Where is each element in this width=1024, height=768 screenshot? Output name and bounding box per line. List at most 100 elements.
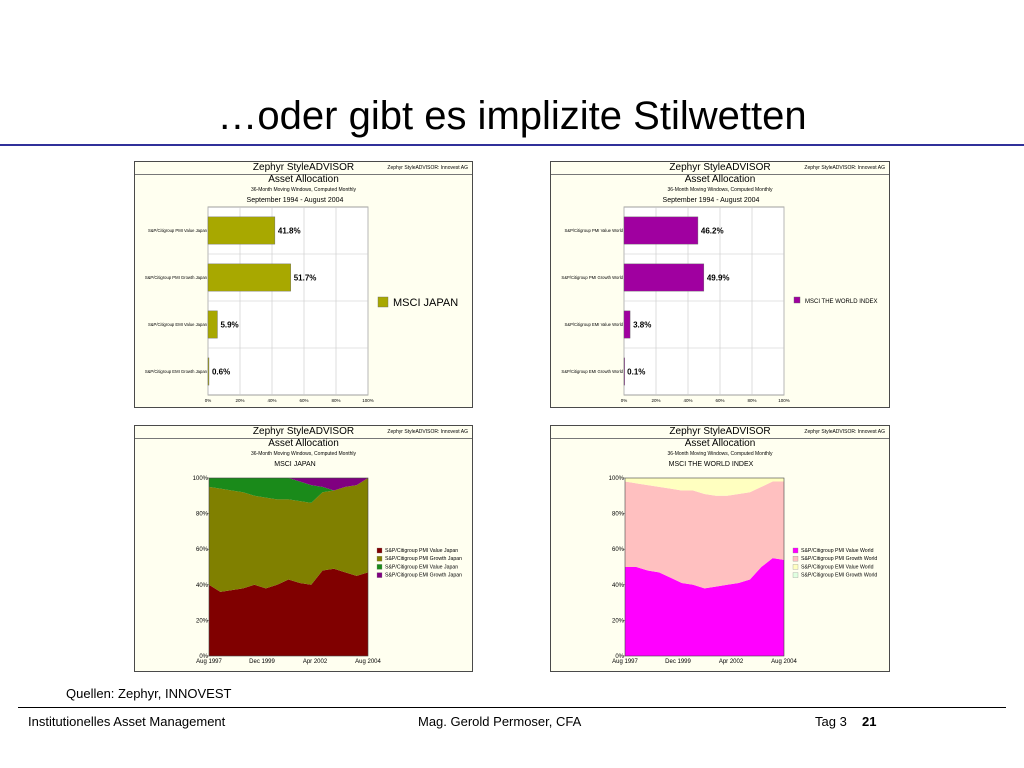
category-label: S&P/Citigroup PMI Value Japan — [148, 228, 208, 233]
area-series — [625, 481, 784, 589]
slide-title: …oder gibt es implizite Stilwetten — [217, 94, 807, 138]
panel-period: September 1994 - August 2004 — [662, 197, 760, 204]
panel-tag: Zephyr StyleADVISOR: Innovest AG — [387, 429, 468, 435]
legend-label: S&P/Citigroup PMI Growth Japan — [385, 556, 462, 562]
data-label: 49.9% — [707, 274, 730, 283]
bar-chart-japan: 0% 20% 40% 60% 80% 100% S&P/Citigroup PMI Valu… — [145, 206, 458, 403]
y-tick-label: 60% — [612, 547, 625, 553]
x-tick-label: 100% — [778, 398, 790, 403]
panel-subtitle: 36-Month Moving Windows, Computed Monthl… — [250, 451, 357, 457]
x-tick-label: 20% — [651, 398, 660, 403]
x-tick-label: 40% — [267, 398, 276, 403]
panel-tag: Zephyr StyleADVISOR: Innovest AG — [804, 165, 885, 171]
x-tick-label: Aug 1997 — [196, 659, 222, 665]
bar — [207, 310, 218, 339]
panel-header: Zephyr StyleADVISOR Zephyr StyleADVISOR:… — [551, 162, 889, 175]
y-tick-label: 100% — [193, 476, 209, 482]
category-label: S&P/Citigroup EMI Value Japan — [148, 322, 208, 327]
area-series — [209, 478, 368, 503]
x-tick-label: 60% — [299, 398, 308, 403]
panel-subtitle: 36-Month Moving Windows, Computed Monthl… — [250, 187, 357, 193]
y-tick-label: 60% — [196, 547, 209, 553]
bar — [207, 263, 291, 292]
panel-tag: Zephyr StyleADVISOR: Innovest AG — [804, 429, 885, 435]
data-label: 51.7% — [294, 274, 317, 283]
footer-course: Institutionelles Asset Management — [28, 714, 226, 729]
bar — [623, 357, 625, 386]
chart-panel-japan-bar: Zephyr StyleADVISOR Zephyr StyleADVISOR:… — [134, 161, 473, 408]
area-series — [625, 558, 784, 656]
footer-author: Mag. Gerold Permoser, CFA — [418, 714, 582, 729]
data-label: 3.8% — [633, 321, 651, 330]
x-tick-label: Dec 1999 — [249, 659, 275, 665]
area-series — [209, 478, 368, 491]
y-tick-label: 40% — [196, 583, 209, 589]
panel-title: Asset Allocation — [684, 174, 756, 185]
data-label: 0.1% — [627, 368, 645, 377]
x-tick-label: 80% — [331, 398, 340, 403]
footer-page-number: 21 — [862, 714, 877, 729]
x-tick-label: Aug 1997 — [612, 659, 638, 665]
bar — [207, 216, 276, 245]
footer-divider — [18, 707, 1006, 708]
data-label: 0.6% — [212, 368, 230, 377]
y-tick-label: 0% — [615, 654, 624, 660]
legend-swatch — [376, 556, 383, 562]
legend-swatch — [376, 572, 383, 578]
y-tick-label: 20% — [612, 618, 625, 624]
x-tick-label: 40% — [683, 398, 692, 403]
area-series — [625, 478, 784, 496]
bar-chart-world: 0% 20% 40% 60% 80% 100% S&P/Citigroup PMI Valu… — [561, 206, 878, 403]
panel-subtitle: 36-Month Moving Windows, Computed Monthl… — [667, 187, 773, 193]
panel-tag: Zephyr StyleADVISOR: Innovest AG — [387, 165, 468, 171]
x-tick-label: 60% — [715, 398, 724, 403]
legend-swatch — [792, 556, 799, 562]
legend-label: S&P/Citigroup PMI Growth World — [801, 556, 877, 562]
legend-label: S&P/Citigroup PMI Value World — [801, 548, 874, 554]
chart-panel-japan-area: Zephyr StyleADVISOR Zephyr StyleADVISOR:… — [134, 425, 473, 672]
x-tick-label: 80% — [747, 398, 756, 403]
plot-frame — [624, 477, 785, 657]
panel-header: Zephyr StyleADVISOR Zephyr StyleADVISOR:… — [135, 426, 472, 439]
legend-swatch — [377, 296, 389, 308]
x-tick-label: 20% — [235, 398, 244, 403]
category-label: S&P/Citigroup PMI Growth World — [561, 275, 623, 280]
panel-subtitle: 36-Month Moving Windows, Computed Monthl… — [667, 451, 773, 457]
category-label: S&P/Citigroup EMI Value World — [565, 322, 624, 327]
x-tick-label: Aug 2004 — [355, 659, 381, 665]
x-tick-label: Apr 2002 — [719, 659, 744, 665]
title-divider — [0, 144, 1024, 146]
y-tick-label: 20% — [196, 618, 209, 624]
bar — [623, 216, 699, 245]
y-tick-label: 0% — [199, 654, 208, 660]
x-tick-label: 0% — [621, 398, 628, 403]
data-label: 46.2% — [701, 227, 724, 236]
category-label: S&P/Citigroup EMI Growth World — [561, 369, 623, 374]
area-chart-world: 0% 20% 40% 60% 80% 100% Aug 1997 Dec 1999 Apr 20… — [609, 476, 878, 665]
category-label: S&P/Citigroup PMI Value World — [565, 228, 624, 233]
legend-swatch — [792, 547, 799, 554]
legend-swatch — [376, 564, 383, 570]
panel-title: Asset Allocation — [268, 438, 339, 449]
panel-period: September 1994 - August 2004 — [246, 197, 344, 204]
y-tick-label: 40% — [612, 583, 625, 589]
chart-panel-world-area: Zephyr StyleADVISOR Zephyr StyleADVISOR:… — [550, 425, 890, 672]
panel-period: MSCI JAPAN — [274, 461, 316, 468]
panel-title: Asset Allocation — [268, 174, 339, 185]
panel-period: MSCI THE WORLD INDEX — [668, 461, 754, 468]
x-tick-label: Dec 1999 — [665, 659, 691, 665]
x-tick-label: Apr 2002 — [303, 659, 328, 665]
footer-day: Tag 3 — [815, 714, 847, 729]
legend-label: S&P/Citigroup PMI Value Japan — [385, 548, 458, 554]
panel-brand: Zephyr StyleADVISOR — [252, 162, 355, 173]
y-tick-label: 100% — [609, 476, 625, 482]
area-series — [209, 478, 368, 592]
data-label: 41.8% — [278, 227, 301, 236]
data-label: 5.9% — [220, 321, 238, 330]
bar — [623, 263, 705, 292]
legend-label: S&P/Citigroup EMI Growth Japan — [385, 573, 462, 579]
category-label: S&P/Citigroup EMI Growth Japan — [145, 369, 208, 374]
panel-brand: Zephyr StyleADVISOR — [252, 426, 355, 437]
x-tick-label: 100% — [362, 398, 374, 403]
source-note: Quellen: Zephyr, INNOVEST — [66, 686, 232, 701]
